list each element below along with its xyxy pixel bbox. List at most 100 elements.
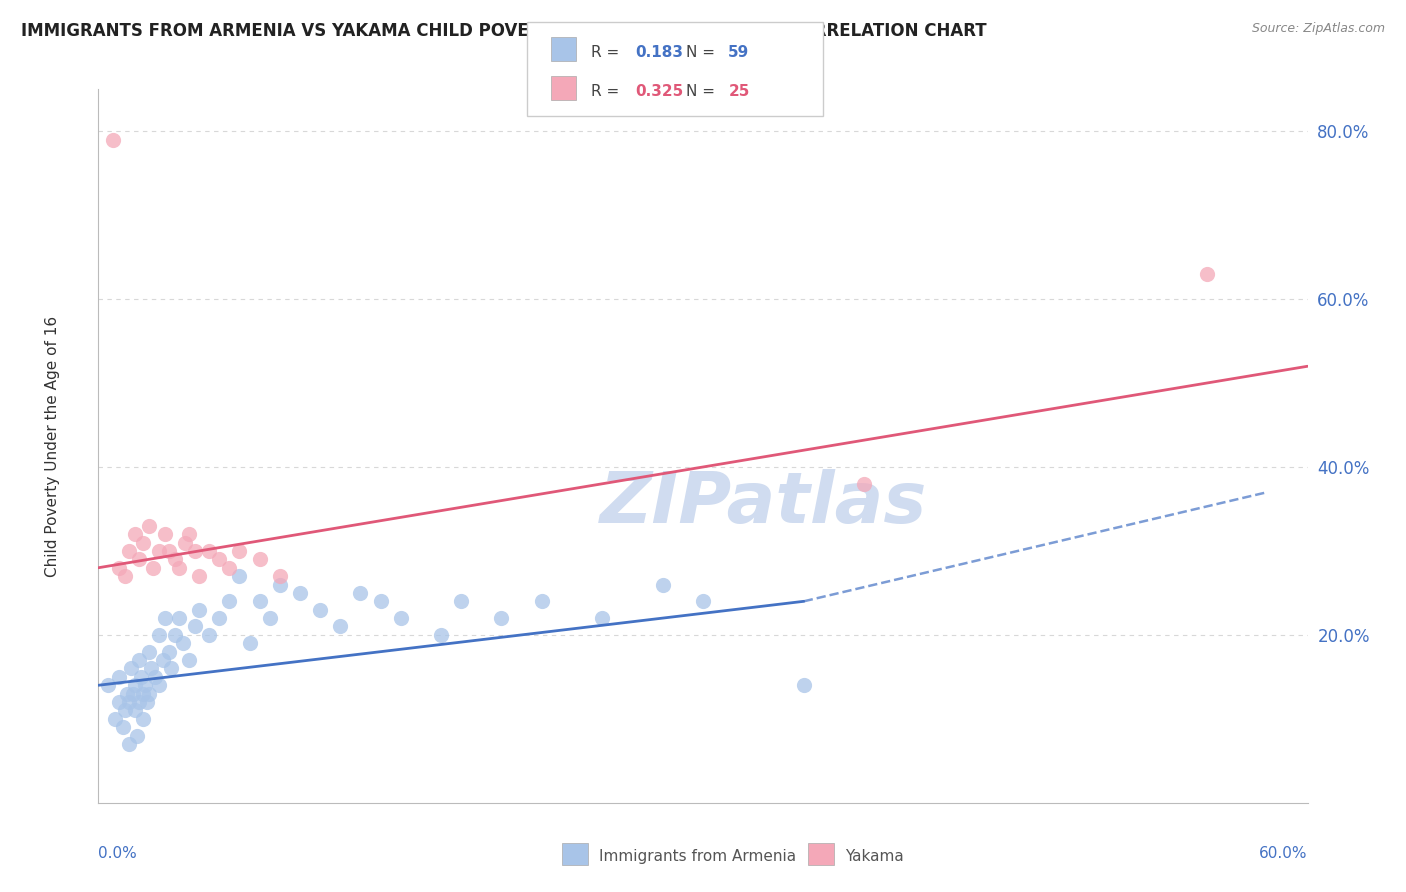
Point	[142, 560, 165, 574]
Point	[134, 678, 156, 692]
Point	[269, 569, 291, 583]
Point	[107, 560, 129, 574]
Point	[132, 712, 155, 726]
Point	[143, 670, 166, 684]
Point	[111, 720, 134, 734]
Point	[124, 527, 146, 541]
Point	[118, 737, 141, 751]
Point	[349, 586, 371, 600]
Point	[148, 544, 170, 558]
Point	[309, 603, 332, 617]
Point	[208, 611, 231, 625]
Point	[228, 569, 250, 583]
Point	[329, 619, 352, 633]
Point	[184, 619, 207, 633]
Point	[198, 544, 221, 558]
Text: 59: 59	[728, 45, 749, 60]
Text: 0.325: 0.325	[636, 84, 683, 99]
Point	[174, 535, 197, 549]
Point	[115, 687, 138, 701]
Point	[163, 628, 186, 642]
Point	[188, 569, 211, 583]
Point	[128, 552, 150, 566]
Point	[692, 594, 714, 608]
Point	[239, 636, 262, 650]
Point	[138, 687, 160, 701]
Point	[228, 544, 250, 558]
Text: R =: R =	[591, 84, 624, 99]
Point	[160, 661, 183, 675]
Point	[153, 611, 176, 625]
Point	[167, 560, 190, 574]
Point	[370, 594, 392, 608]
Point	[172, 636, 194, 650]
Point	[157, 645, 180, 659]
Point	[114, 703, 136, 717]
Point	[120, 661, 142, 675]
Point	[124, 678, 146, 692]
Point	[97, 678, 120, 692]
Point	[118, 544, 141, 558]
Point	[430, 628, 453, 642]
Point	[288, 586, 311, 600]
Text: ZIPatlas: ZIPatlas	[600, 468, 927, 538]
Point	[114, 569, 136, 583]
Text: N =: N =	[686, 45, 720, 60]
Point	[128, 695, 150, 709]
Point	[450, 594, 472, 608]
Point	[101, 132, 124, 146]
Text: Source: ZipAtlas.com: Source: ZipAtlas.com	[1251, 22, 1385, 36]
Text: 60.0%: 60.0%	[1260, 846, 1308, 861]
Text: 25: 25	[728, 84, 749, 99]
Point	[135, 695, 157, 709]
Point	[152, 653, 174, 667]
Point	[157, 544, 180, 558]
Point	[651, 577, 673, 591]
Point	[491, 611, 513, 625]
Point	[259, 611, 281, 625]
Point	[132, 535, 155, 549]
Point	[249, 594, 271, 608]
Point	[153, 527, 176, 541]
Point	[129, 670, 152, 684]
Point	[218, 560, 240, 574]
Point	[138, 645, 160, 659]
Point	[128, 653, 150, 667]
Point	[163, 552, 186, 566]
Point	[188, 603, 211, 617]
Text: Immigrants from Armenia: Immigrants from Armenia	[599, 849, 796, 863]
Point	[148, 678, 170, 692]
Text: Yakama: Yakama	[845, 849, 904, 863]
Point	[107, 695, 129, 709]
Point	[139, 661, 162, 675]
Text: Child Poverty Under the Age of 16: Child Poverty Under the Age of 16	[45, 316, 60, 576]
Point	[121, 687, 143, 701]
Point	[793, 678, 815, 692]
Point	[167, 611, 190, 625]
Point	[132, 687, 155, 701]
Point	[198, 628, 221, 642]
Point	[853, 476, 876, 491]
Point	[107, 670, 129, 684]
Point	[1195, 267, 1218, 281]
Point	[103, 712, 125, 726]
Point	[124, 703, 146, 717]
Point	[269, 577, 291, 591]
Point	[389, 611, 412, 625]
Text: 0.0%: 0.0%	[98, 846, 138, 861]
Point	[218, 594, 240, 608]
Point	[530, 594, 553, 608]
Text: R =: R =	[591, 45, 624, 60]
Point	[138, 518, 160, 533]
Point	[591, 611, 613, 625]
Point	[208, 552, 231, 566]
Point	[125, 729, 148, 743]
Point	[118, 695, 141, 709]
Point	[184, 544, 207, 558]
Point	[249, 552, 271, 566]
Text: IMMIGRANTS FROM ARMENIA VS YAKAMA CHILD POVERTY UNDER THE AGE OF 16 CORRELATION : IMMIGRANTS FROM ARMENIA VS YAKAMA CHILD …	[21, 22, 987, 40]
Point	[179, 527, 201, 541]
Point	[179, 653, 201, 667]
Point	[148, 628, 170, 642]
Text: N =: N =	[686, 84, 720, 99]
